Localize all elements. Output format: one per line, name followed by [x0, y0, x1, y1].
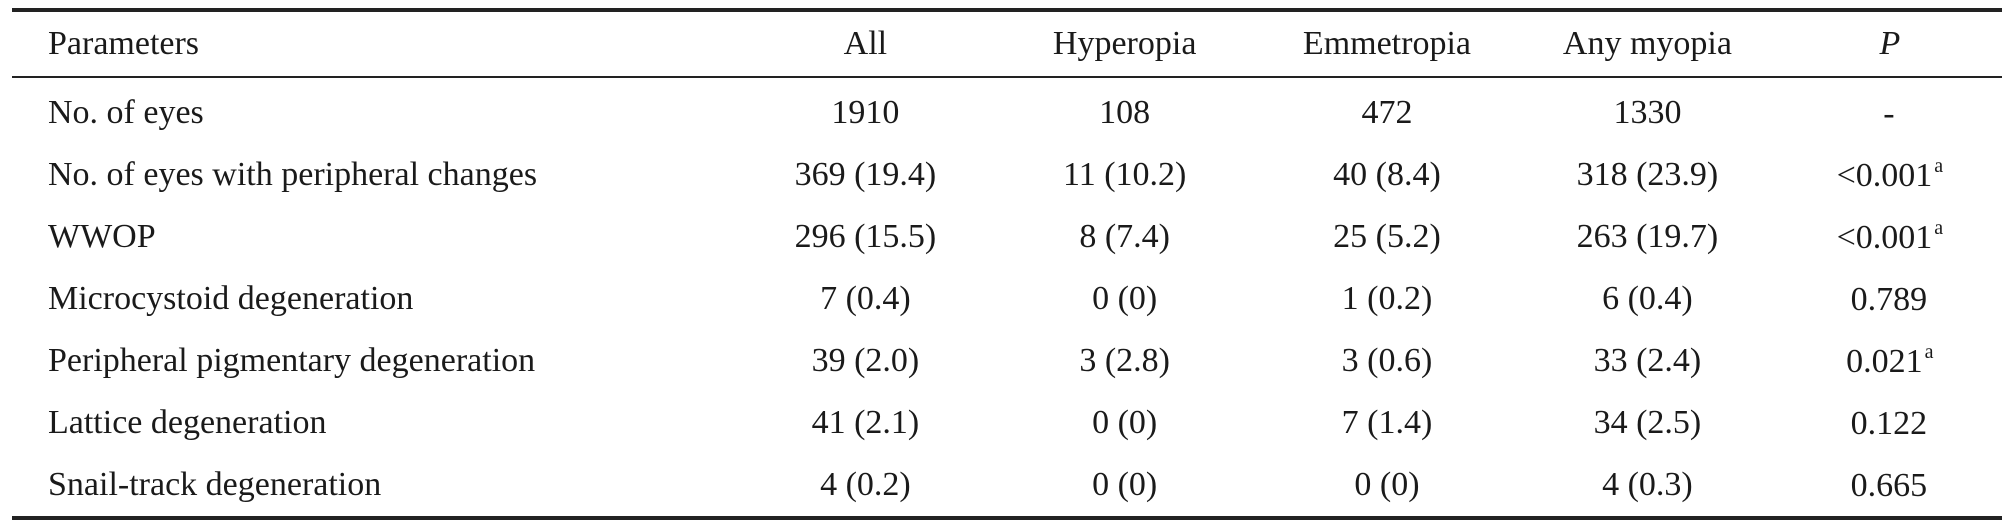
p-value-text: <0.001	[1836, 157, 1933, 194]
row-label: No. of eyes	[48, 94, 204, 131]
table-row: Lattice degeneration 41 (2.1) 0 (0) 7 (1…	[12, 392, 2002, 454]
cell-hyperopia: 8 (7.4)	[1079, 218, 1170, 255]
table-row: WWOP 296 (15.5) 8 (7.4) 25 (5.2) 263 (19…	[12, 206, 2002, 268]
cell-all: 4 (0.2)	[820, 466, 911, 503]
cell-emmetropia: 1 (0.2)	[1341, 280, 1433, 317]
cell-p-value: 0.789	[1778, 268, 2002, 330]
cell-any-myopia: 34 (2.5)	[1593, 404, 1702, 441]
p-value-text: 0.665	[1850, 467, 1928, 504]
cell-emmetropia: 7 (1.4)	[1341, 404, 1433, 441]
cell-p-value: 0.021 a	[1778, 330, 2002, 392]
cell-emmetropia: 0 (0)	[1354, 466, 1420, 503]
p-value-text: 0.021	[1846, 343, 1923, 380]
table-row: Microcystoid degeneration 7 (0.4) 0 (0) …	[12, 268, 2002, 330]
cell-emmetropia: 472	[1361, 94, 1413, 131]
p-value-text: -	[1883, 95, 1895, 132]
p-value-text: 0.122	[1850, 405, 1928, 442]
cell-emmetropia: 40 (8.4)	[1333, 156, 1441, 193]
row-label: WWOP	[48, 218, 156, 255]
row-label: Lattice degeneration	[48, 404, 327, 441]
p-value-superscript: a	[1924, 341, 1934, 363]
row-label: No. of eyes with peripheral changes	[48, 156, 538, 193]
header-parameters: Parameters	[48, 25, 200, 62]
p-value-superscript: a	[1934, 155, 1944, 177]
cell-hyperopia: 0 (0)	[1092, 466, 1158, 503]
cell-hyperopia: 0 (0)	[1092, 404, 1158, 441]
cell-hyperopia: 3 (2.8)	[1079, 342, 1170, 379]
data-table: Parameters All Hyperopia Emmetropia Any …	[12, 8, 2002, 520]
header-p-value: P	[1879, 25, 1901, 62]
p-value-superscript: a	[1934, 217, 1944, 239]
cell-any-myopia: 33 (2.4)	[1593, 342, 1702, 379]
header-hyperopia: Hyperopia	[1052, 25, 1197, 62]
cell-p-value: -	[1778, 77, 2002, 144]
cell-any-myopia: 4 (0.3)	[1602, 466, 1693, 503]
row-label: Peripheral pigmentary degeneration	[48, 342, 536, 379]
cell-any-myopia: 6 (0.4)	[1602, 280, 1693, 317]
header-any-myopia: Any myopia	[1562, 25, 1732, 62]
cell-all: 7 (0.4)	[820, 280, 911, 317]
cell-p-value: <0.001 a	[1778, 144, 2002, 206]
cell-hyperopia: 0 (0)	[1092, 280, 1158, 317]
cell-emmetropia: 3 (0.6)	[1341, 342, 1433, 379]
cell-emmetropia: 25 (5.2)	[1333, 218, 1441, 255]
p-value-text: <0.001	[1836, 219, 1933, 256]
cell-all: 39 (2.0)	[811, 342, 920, 379]
cell-hyperopia: 108	[1099, 94, 1151, 131]
table-container: Parameters All Hyperopia Emmetropia Any …	[12, 8, 2002, 520]
table-body: No. of eyes 1910 108 472 1330 - No. of e…	[12, 77, 2002, 518]
table-row: No. of eyes 1910 108 472 1330 -	[12, 77, 2002, 144]
cell-all: 1910	[831, 94, 900, 131]
cell-any-myopia: 1330	[1613, 94, 1682, 131]
cell-any-myopia: 263 (19.7)	[1576, 218, 1719, 255]
table-row: Peripheral pigmentary degeneration 39 (2…	[12, 330, 2002, 392]
p-value-text: 0.789	[1850, 281, 1928, 318]
cell-all: 369 (19.4)	[794, 156, 937, 193]
cell-any-myopia: 318 (23.9)	[1576, 156, 1719, 193]
cell-p-value: 0.665	[1778, 454, 2002, 518]
cell-all: 41 (2.1)	[811, 404, 920, 441]
row-label: Snail-track degeneration	[48, 466, 382, 503]
table-header: Parameters All Hyperopia Emmetropia Any …	[12, 10, 2002, 77]
header-row: Parameters All Hyperopia Emmetropia Any …	[12, 10, 2002, 77]
cell-hyperopia: 11 (10.2)	[1062, 156, 1187, 193]
cell-p-value: 0.122	[1778, 392, 2002, 454]
header-all: All	[843, 25, 888, 62]
cell-all: 296 (15.5)	[794, 218, 937, 255]
header-emmetropia: Emmetropia	[1302, 25, 1471, 62]
table-row: No. of eyes with peripheral changes 369 …	[12, 144, 2002, 206]
row-label: Microcystoid degeneration	[48, 280, 414, 317]
cell-p-value: <0.001 a	[1778, 206, 2002, 268]
table-row: Snail-track degeneration 4 (0.2) 0 (0) 0…	[12, 454, 2002, 518]
